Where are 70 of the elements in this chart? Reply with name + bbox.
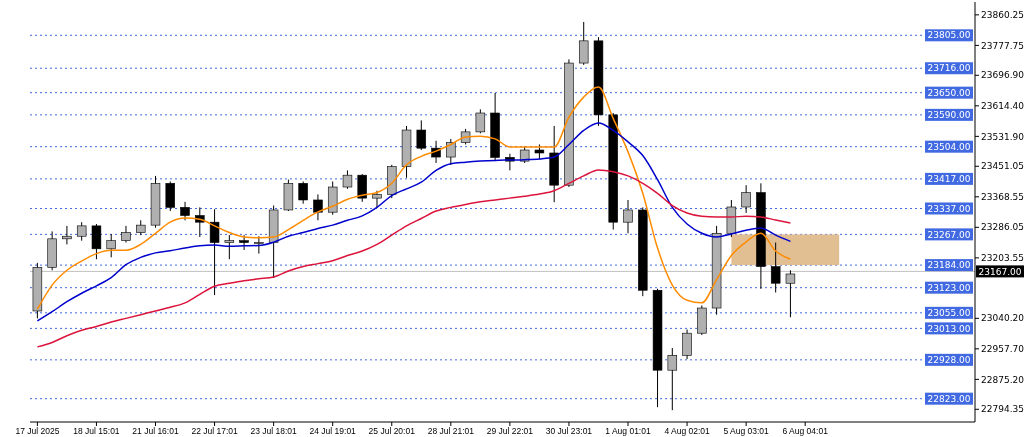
- y-tick-label: 23531.90: [981, 131, 1024, 142]
- candlestick: [180, 201, 190, 221]
- y-tick-label: 23368.55: [981, 191, 1024, 202]
- y-tick-label: 23451.05: [981, 161, 1024, 172]
- candlestick: [682, 328, 692, 360]
- candlestick: [342, 169, 353, 190]
- y-tick-label: 23286.05: [981, 222, 1024, 233]
- x-tick-label: 23 Jul 18:01: [250, 426, 298, 436]
- ref-line-label: 23337.00: [927, 203, 971, 214]
- candlestick: [623, 199, 633, 234]
- candlestick: [224, 234, 235, 260]
- y-tick-label: 22794.35: [981, 404, 1024, 415]
- candlestick: [357, 173, 367, 203]
- candlestick: [741, 184, 751, 214]
- candlestick: [475, 108, 486, 134]
- ref-line-label: 22823.00: [927, 393, 971, 404]
- ref-line-label: 23805.00: [927, 30, 971, 41]
- ref-line-label: 23716.00: [927, 63, 971, 74]
- candlestick: [106, 233, 116, 258]
- candlestick: [239, 234, 249, 251]
- candlestick: [372, 190, 382, 208]
- candlestick: [91, 223, 102, 260]
- ref-line-label: 23417.00: [927, 174, 971, 185]
- x-tick-label: 29 Jul 22:01: [486, 426, 534, 436]
- ref-line-label: 23504.00: [927, 141, 971, 152]
- ref-line-label: 23055.00: [927, 307, 971, 318]
- x-tick-label: 28 Jul 21:01: [427, 426, 475, 436]
- y-tick-label: 23614.40: [981, 100, 1024, 111]
- ref-line-label: 23167.00: [978, 266, 1022, 277]
- candlestick: [416, 119, 427, 151]
- candlestick: [76, 221, 87, 242]
- line-series: [36, 169, 792, 348]
- candlestick: [578, 21, 589, 66]
- y-tick-label: 23860.25: [981, 10, 1024, 21]
- x-tick-label: 5 Aug 03:01: [723, 426, 770, 436]
- y-tick-label: 23696.90: [981, 70, 1024, 81]
- ref-line-label: 22928.00: [927, 354, 971, 365]
- ref-line-label: 23123.00: [927, 282, 971, 293]
- y-tick-label: 22957.70: [981, 343, 1024, 354]
- x-tick-label: 25 Jul 20:01: [368, 426, 416, 436]
- candlestick: [121, 225, 131, 244]
- ref-line-label: 23650.00: [927, 87, 971, 98]
- candlestick: [313, 193, 323, 221]
- candlestick: [770, 242, 781, 293]
- y-tick-label: 23203.55: [981, 253, 1024, 264]
- x-tick-label: 18 Jul 15:01: [73, 426, 120, 436]
- line-series: [36, 122, 792, 322]
- ref-line-label: 23590.00: [927, 110, 971, 121]
- x-tick-label: 6 Aug 04:01: [782, 426, 829, 436]
- candlestick: [298, 180, 308, 205]
- candlestick: [785, 269, 796, 318]
- y-tick-label: 23040.20: [981, 313, 1024, 324]
- x-tick-label: 21 Jul 16:01: [132, 426, 179, 436]
- x-tick-label: 22 Jul 17:01: [191, 426, 238, 436]
- y-tick-label: 22875.20: [981, 374, 1024, 385]
- candlestick: [62, 225, 72, 245]
- line-series: [36, 86, 792, 310]
- candlestick: [667, 347, 678, 411]
- ref-line-label: 23013.00: [927, 323, 971, 334]
- y-tick-label: 23777.75: [981, 40, 1024, 51]
- candlestick: [446, 138, 456, 166]
- x-tick-label: 24 Jul 19:01: [309, 426, 357, 436]
- ref-line-label: 23184.00: [927, 260, 971, 271]
- x-tick-label: 17 Jul 2025: [15, 426, 60, 436]
- candlestick: [254, 235, 264, 255]
- x-tick-label: 4 Aug 02:01: [664, 426, 711, 436]
- ref-line-label: 23267.00: [927, 229, 971, 240]
- x-tick-label: 30 Jul 23:01: [545, 426, 593, 436]
- x-tick-label: 1 Aug 01:01: [605, 426, 651, 436]
- candlestick: [209, 208, 220, 296]
